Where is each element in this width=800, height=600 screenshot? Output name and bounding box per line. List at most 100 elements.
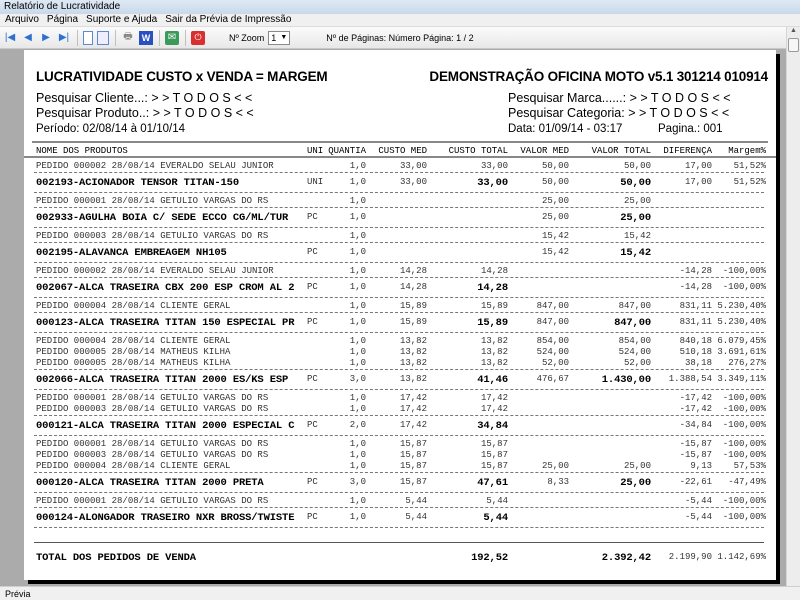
cell-col-8: 5.230,40% [717, 301, 766, 311]
cell-col-2: 1,0 [349, 439, 366, 449]
two-pages-icon[interactable] [97, 30, 109, 45]
cell-col-7: -14,28 [679, 266, 712, 276]
cell-col-2: 1,0 [349, 282, 366, 292]
cell-col-5: 847,00 [536, 301, 569, 311]
cell-col-8: -100,00% [722, 439, 766, 449]
cell-col-8: -100,00% [722, 404, 766, 414]
cell-col-0: 002195-ALAVANCA EMBREAGEM NH105 [36, 247, 227, 259]
cell-col-7: DIFERENÇA [663, 146, 712, 156]
cell-col-0: PEDIDO 000004 28/08/14 CLIENTE GERAL [36, 336, 231, 346]
cell-col-1: PC [307, 512, 318, 522]
cell-col-5: 854,00 [536, 336, 569, 346]
cell-col-8: -100,00% [722, 450, 766, 460]
print-icon[interactable]: 🖶 [123, 31, 133, 42]
cell-col-3: 5,44 [405, 512, 427, 522]
page-count: Nº de Páginas: Número Página: 1 / 2 [326, 32, 474, 43]
divider [34, 542, 764, 543]
cell-col-0: 002193-ACIONADOR TENSOR TITAN-150 [36, 177, 239, 189]
menu-pagina[interactable]: Página [46, 14, 79, 25]
divider [34, 227, 764, 228]
cell-col-7: -14,28 [679, 282, 712, 292]
zoom-select[interactable]: 1 ▼ [268, 30, 291, 45]
cell-col-2: QUANTIA [328, 146, 366, 156]
exit-icon[interactable]: ⏻ [191, 30, 205, 45]
cell-col-4: 33,00 [477, 177, 508, 189]
cell-col-3: 33,00 [399, 177, 427, 187]
cell-col-6: 50,00 [623, 161, 651, 171]
filter-produto: Pesquisar Produto..: > > T O D O S < < [36, 106, 254, 120]
cell-col-6: 15,42 [623, 231, 651, 241]
cell-col-4: 14,28 [477, 282, 508, 294]
vertical-scrollbar[interactable]: ▲ [786, 27, 800, 587]
cell-col-0: PEDIDO 000003 28/08/14 GETULIO VARGAS DO… [36, 404, 269, 414]
cell-col-3: 15,87 [399, 477, 427, 487]
next-page-icon[interactable]: ▶ [42, 32, 50, 43]
report-page: LUCRATIVIDADE CUSTO x VENDA = MARGEM DEM… [24, 50, 776, 580]
prev-page-icon[interactable]: ◀ [24, 32, 32, 43]
cell-col-0: PEDIDO 000005 28/08/14 MATHEUS KILHA [36, 358, 231, 368]
cell-col-6: 524,00 [618, 347, 651, 357]
filter-marca: Pesquisar Marca......: > > T O D O S < < [508, 91, 731, 105]
cell-col-8: -100,00% [722, 282, 766, 292]
cell-col-0: PEDIDO 000002 28/08/14 EVERALDO SELAU JU… [36, 266, 274, 276]
menu-sair[interactable]: Sair da Prévia de Impressão [165, 14, 292, 25]
word-export-icon[interactable]: W [139, 30, 153, 45]
cell-col-7: 17,00 [684, 177, 712, 187]
cell-col-1: PC [307, 247, 318, 257]
cell-col-1: UNI [307, 177, 324, 187]
cell-col-3: 14,28 [399, 266, 427, 276]
divider [34, 242, 764, 243]
cell-col-8: 6.079,45% [717, 336, 766, 346]
cell-col-3: 15,87 [399, 461, 427, 471]
cell-col-0: 000123-ALCA TRASEIRA TITAN 150 ESPECIAL … [36, 317, 295, 329]
cell-col-6: 15,42 [620, 247, 651, 259]
cell-col-0: 002067-ALCA TRASEIRA CBX 200 ESP CROM AL… [36, 282, 295, 294]
cell-col-3: 15,87 [399, 450, 427, 460]
cell-col-2: 1,0 [349, 336, 366, 346]
divider [34, 415, 764, 416]
cell-col-5: 50,00 [541, 177, 569, 187]
divider [34, 369, 764, 370]
cell-col-2: 1,0 [349, 347, 366, 357]
divider [34, 389, 764, 390]
cell-col-7: 2.199,90 [668, 552, 712, 562]
cell-col-0: PEDIDO 000001 28/08/14 GETULIO VARGAS DO… [36, 439, 269, 449]
cell-col-7: -17,42 [679, 393, 712, 403]
divider [34, 492, 764, 493]
cell-col-0: PEDIDO 000002 28/08/14 EVERALDO SELAU JU… [36, 161, 274, 171]
cell-col-4: 47,61 [477, 477, 508, 489]
menu-suporte[interactable]: Suporte e Ajuda [86, 14, 158, 25]
cell-col-7: 831,11 [679, 317, 712, 327]
single-page-icon[interactable] [83, 30, 93, 45]
first-page-icon[interactable]: |◀ [4, 32, 16, 43]
divider [34, 312, 764, 313]
report-date: Data: 01/09/14 - 03:17 [508, 123, 623, 135]
cell-col-8: -100,00% [722, 420, 766, 430]
cell-col-3: 15,89 [399, 301, 427, 311]
cell-col-8: 3.349,11% [717, 374, 766, 384]
cell-col-4: 5,44 [486, 496, 508, 506]
window-title: Relatório de Lucratividade [0, 0, 800, 14]
cell-col-2: 1,0 [349, 247, 366, 257]
divider [34, 472, 764, 473]
status-bar: Prévia [0, 586, 800, 600]
cell-col-0: NOME DOS PRODUTOS [36, 146, 128, 156]
cell-col-0: 002933-AGULHA BOIA C/ SEDE ECCO CG/ML/TU… [36, 212, 289, 224]
cell-col-2: 2,0 [349, 420, 366, 430]
cell-col-7: 17,00 [684, 161, 712, 171]
cell-col-3: 13,82 [399, 347, 427, 357]
cell-col-0: PEDIDO 000004 28/08/14 CLIENTE GERAL [36, 301, 231, 311]
scroll-up-icon[interactable]: ▲ [790, 27, 797, 34]
divider [34, 297, 764, 298]
cell-col-5: 25,00 [541, 212, 569, 222]
last-page-icon[interactable]: ▶| [58, 32, 70, 43]
scroll-thumb[interactable] [788, 38, 799, 52]
cell-col-0: PEDIDO 000001 28/08/14 GETULIO VARGAS DO… [36, 196, 269, 206]
email-export-icon[interactable]: ✉ [165, 30, 179, 45]
cell-col-8: -100,00% [722, 393, 766, 403]
menu-arquivo[interactable]: Arquivo [5, 14, 39, 25]
cell-col-4: 13,82 [480, 358, 508, 368]
cell-col-4: 13,82 [480, 336, 508, 346]
cell-col-4: 33,00 [480, 161, 508, 171]
cell-col-6: 847,00 [618, 301, 651, 311]
